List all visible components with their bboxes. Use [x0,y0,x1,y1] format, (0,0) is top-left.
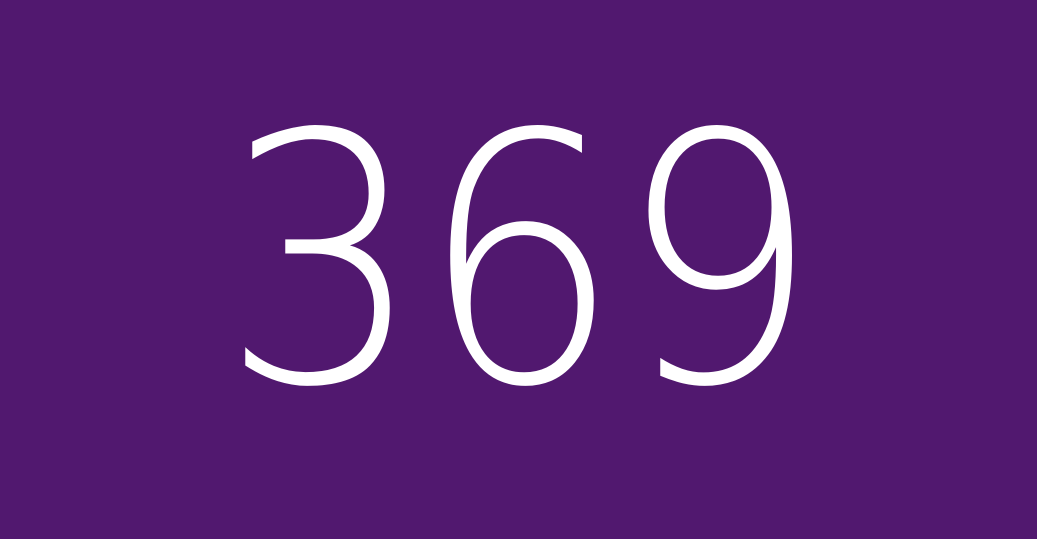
large-number-text: 369 [221,61,819,463]
